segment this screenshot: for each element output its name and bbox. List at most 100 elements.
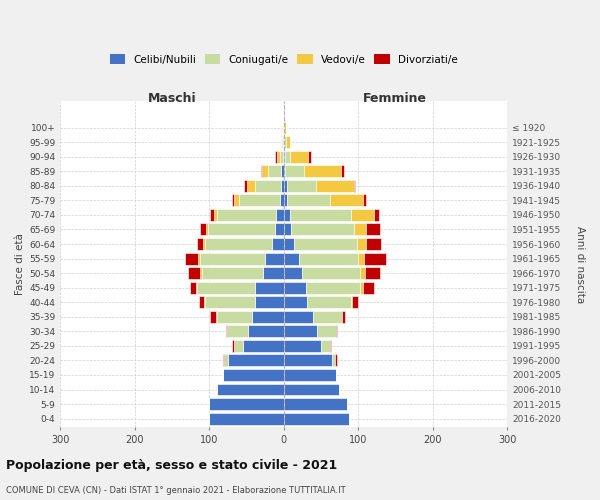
Bar [204, 296, 205, 308]
Bar [283, 150, 284, 162]
Bar [190, 282, 196, 294]
Bar [341, 166, 344, 177]
Bar [268, 166, 281, 177]
Bar [247, 180, 254, 192]
Bar [217, 384, 284, 396]
Bar [350, 296, 352, 308]
Bar [284, 180, 287, 192]
Bar [272, 238, 284, 250]
Bar [330, 194, 364, 206]
Bar [224, 354, 228, 366]
Bar [208, 224, 275, 235]
Bar [205, 296, 256, 308]
Bar [313, 311, 342, 322]
Bar [276, 209, 284, 221]
Bar [307, 296, 350, 308]
Bar [282, 136, 283, 148]
Bar [330, 340, 331, 352]
Bar [332, 354, 335, 366]
Bar [342, 311, 343, 322]
Bar [196, 282, 197, 294]
Bar [284, 166, 285, 177]
Bar [284, 136, 286, 148]
Bar [209, 412, 284, 424]
Bar [228, 354, 284, 366]
Y-axis label: Anni di nascita: Anni di nascita [575, 226, 585, 303]
Bar [306, 282, 359, 294]
Bar [374, 209, 379, 221]
Bar [291, 224, 355, 235]
Bar [366, 224, 380, 235]
Bar [256, 282, 284, 294]
Bar [203, 238, 205, 250]
Legend: Celibi/Nubili, Coniugati/e, Vedovi/e, Divorziati/e: Celibi/Nubili, Coniugati/e, Vedovi/e, Di… [110, 54, 458, 64]
Text: Popolazione per età, sesso e stato civile - 2021: Popolazione per età, sesso e stato civil… [6, 460, 337, 472]
Bar [281, 136, 282, 148]
Bar [226, 326, 227, 338]
Bar [280, 150, 283, 162]
Bar [232, 194, 234, 206]
Bar [185, 252, 198, 264]
Bar [265, 252, 284, 264]
Bar [362, 282, 374, 294]
Bar [366, 238, 381, 250]
Bar [284, 412, 349, 424]
Bar [290, 209, 350, 221]
Bar [262, 166, 268, 177]
Bar [223, 354, 224, 366]
Bar [277, 150, 280, 162]
Text: COMUNE DI CEVA (CN) - Dati ISTAT 1° gennaio 2021 - Elaborazione TUTTITALIA.IT: COMUNE DI CEVA (CN) - Dati ISTAT 1° genn… [6, 486, 346, 495]
Bar [275, 224, 284, 235]
Bar [280, 194, 284, 206]
Bar [302, 267, 361, 279]
Bar [199, 296, 204, 308]
Bar [299, 252, 358, 264]
Bar [287, 180, 316, 192]
Bar [197, 282, 256, 294]
Bar [355, 224, 366, 235]
Bar [281, 180, 284, 192]
Bar [244, 180, 247, 192]
Bar [353, 180, 355, 192]
Bar [284, 311, 313, 322]
Bar [248, 326, 284, 338]
Bar [223, 369, 284, 381]
Bar [217, 311, 253, 322]
Bar [284, 326, 317, 338]
Bar [275, 150, 277, 162]
Bar [358, 238, 366, 250]
Bar [284, 354, 332, 366]
Bar [286, 136, 290, 148]
Bar [200, 267, 202, 279]
Bar [284, 194, 287, 206]
Bar [284, 369, 336, 381]
Bar [364, 252, 386, 264]
Bar [217, 209, 276, 221]
Bar [359, 282, 362, 294]
Bar [283, 122, 284, 134]
Bar [308, 150, 311, 162]
Bar [335, 354, 337, 366]
Bar [284, 252, 299, 264]
Bar [343, 311, 346, 322]
Bar [234, 340, 242, 352]
Bar [209, 398, 284, 410]
Bar [239, 194, 280, 206]
Bar [284, 122, 286, 134]
Bar [254, 180, 281, 192]
Bar [285, 150, 290, 162]
Bar [284, 282, 306, 294]
Bar [284, 398, 347, 410]
Bar [242, 340, 284, 352]
Bar [284, 267, 302, 279]
Bar [290, 150, 308, 162]
Bar [317, 326, 336, 338]
Bar [287, 194, 330, 206]
Bar [234, 194, 239, 206]
Bar [284, 340, 321, 352]
Bar [284, 296, 307, 308]
Bar [284, 384, 340, 396]
Bar [281, 166, 284, 177]
Bar [284, 224, 291, 235]
Bar [284, 238, 294, 250]
